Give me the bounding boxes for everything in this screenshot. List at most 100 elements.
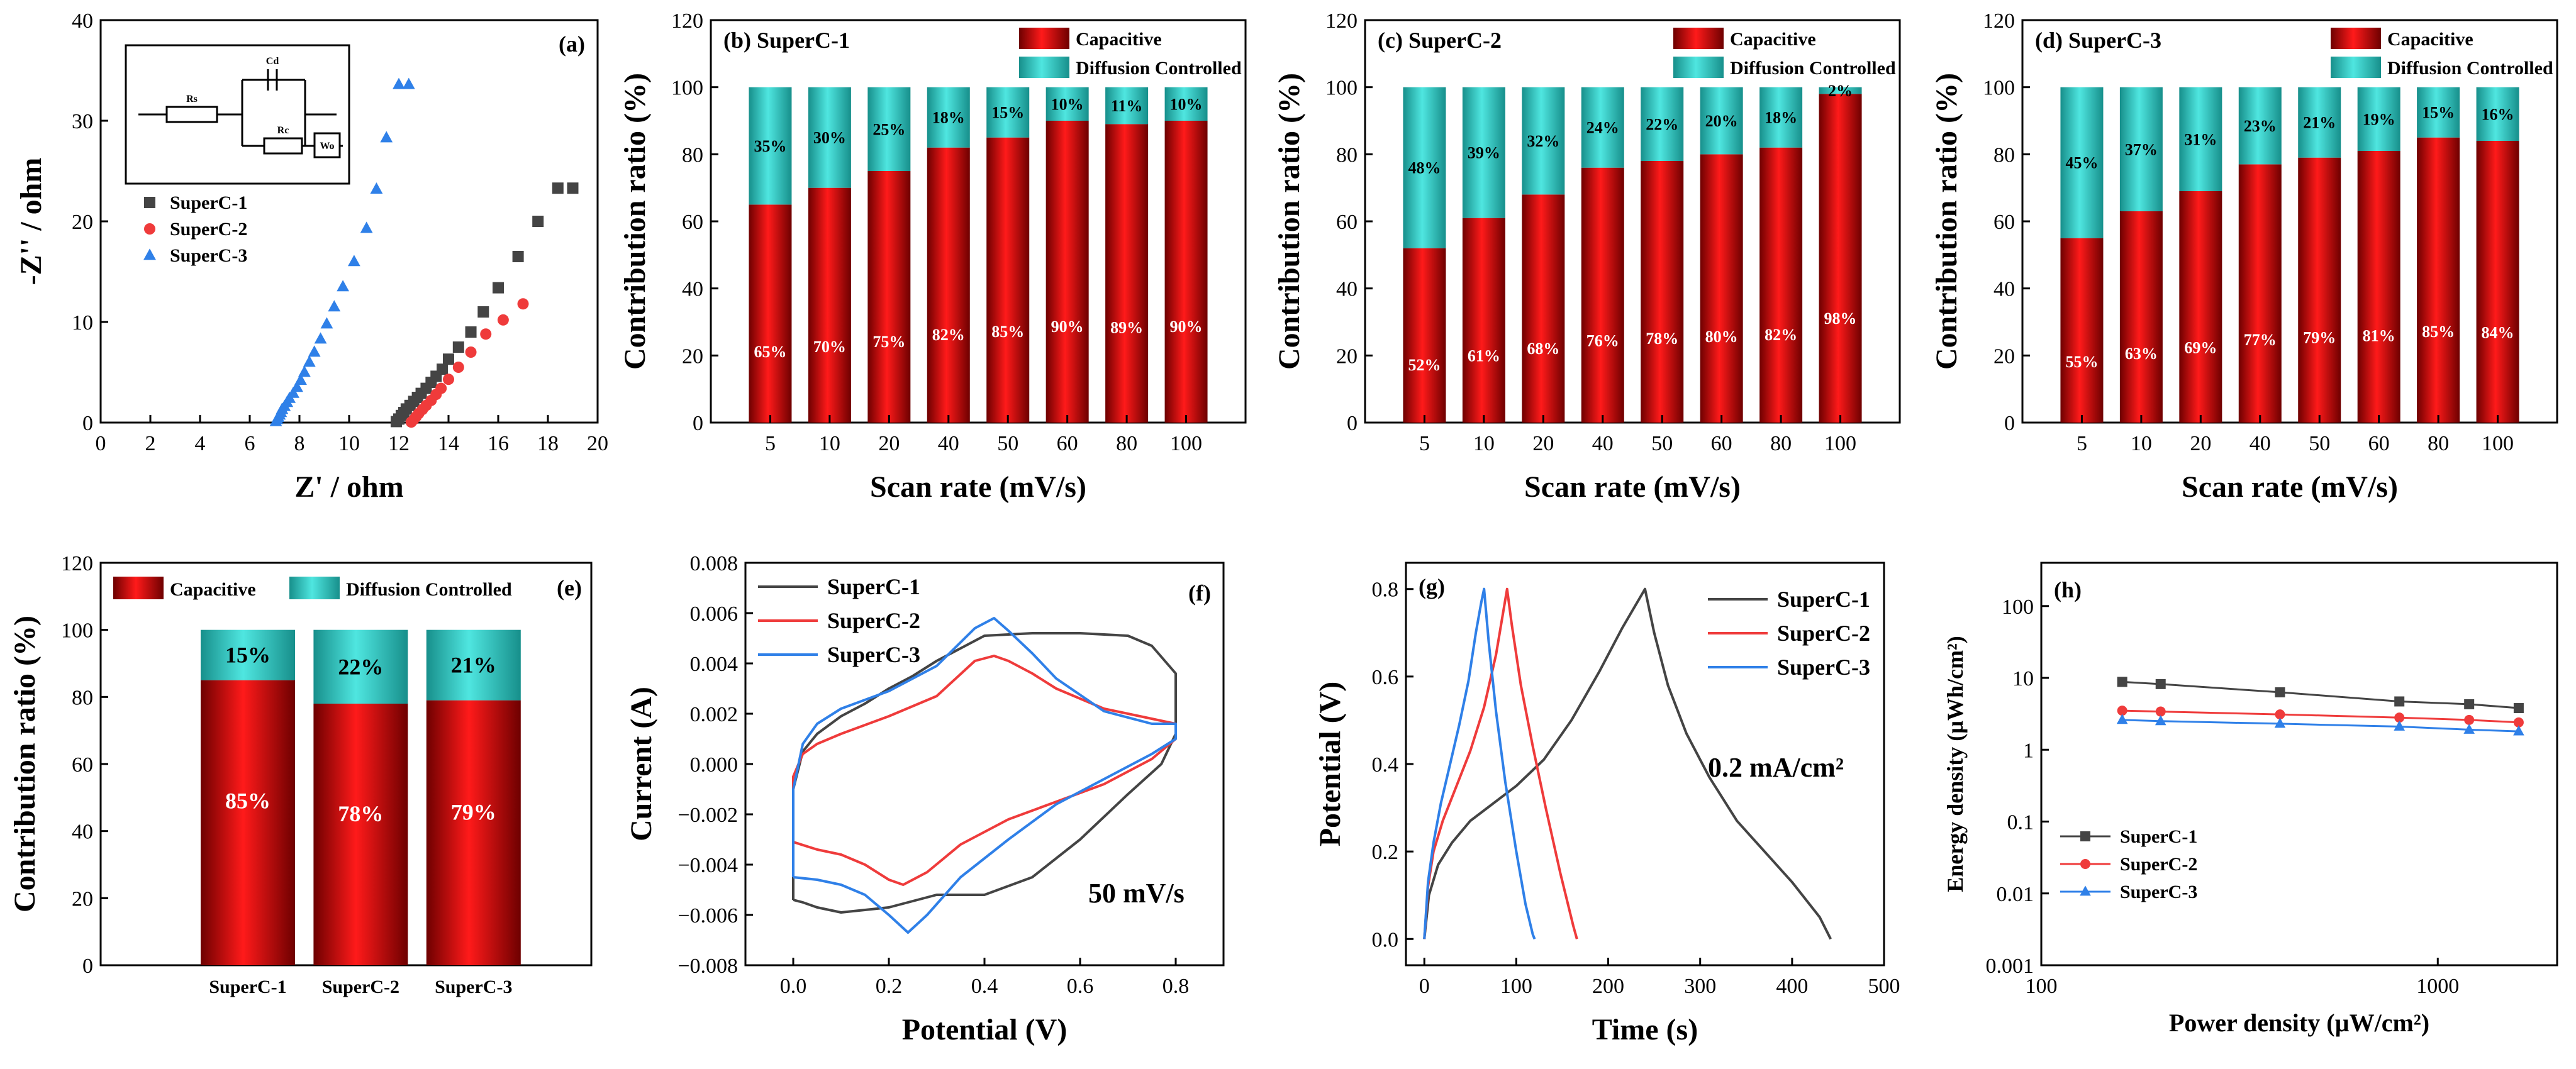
chart-g-xtick-label: 200 xyxy=(1592,975,1624,998)
chart-a-ytick-label: 40 xyxy=(72,9,93,33)
chart-h-point-SuperC-3 xyxy=(2513,725,2524,736)
bar-diffusion xyxy=(2060,87,2104,238)
chart-a-point-SuperC-2 xyxy=(497,314,509,326)
chart-g-legend-label: SuperC-1 xyxy=(1777,587,1870,612)
chart-g-ylabel: Potential (V) xyxy=(1313,682,1347,847)
chart-h-point-SuperC-1 xyxy=(2513,703,2524,714)
bar-diffusion xyxy=(2298,87,2341,158)
chart-c-ytick-label: 100 xyxy=(1325,77,1358,100)
bar-diffusion-label: 30% xyxy=(813,129,846,147)
chart-b-xtick-label: 5 xyxy=(765,432,776,455)
chart-d-xtick-label: 5 xyxy=(2077,432,2087,455)
bar-diffusion-label: 37% xyxy=(2125,140,2158,158)
bar-capacitive xyxy=(808,187,851,423)
bar-capacitive-label: 79% xyxy=(2303,329,2336,347)
chart-d-xtick-label: 10 xyxy=(2131,432,2152,455)
circuit-resistor-rs xyxy=(165,106,218,123)
bar-capacitive-label: 79% xyxy=(451,799,496,824)
bar-diffusion-label: 15% xyxy=(225,643,270,668)
chart-a-ytick-label: 10 xyxy=(72,311,93,335)
chart-g-line-SuperC-3 xyxy=(1423,587,1536,940)
bar-capacitive-label: 84% xyxy=(2482,324,2514,342)
chart-a-xtick-label: 12 xyxy=(388,432,410,455)
bar-capacitive xyxy=(2357,151,2400,423)
chart-h-legend-label: SuperC-3 xyxy=(2120,882,2197,902)
chart-f-ytick-label: 0.000 xyxy=(690,753,739,777)
chart-a-point-SuperC-1 xyxy=(493,282,504,294)
chart-a-point-SuperC-3 xyxy=(337,280,350,292)
chart-a-legend-label: SuperC-3 xyxy=(170,245,247,266)
chart-h-xtick-label: 100 xyxy=(2026,975,2058,998)
bar-capacitive xyxy=(1581,167,1624,423)
chart-d-ytick-label: 60 xyxy=(1993,211,2015,234)
bar-diffusion-label: 31% xyxy=(2184,130,2217,148)
chart-h-legend-marker xyxy=(2080,859,2090,869)
chart-f-ylabel: Current (A) xyxy=(625,687,658,841)
bar-capacitive xyxy=(1700,154,1743,423)
chart-e-ytick-label: 80 xyxy=(72,686,93,709)
chart-f-line-SuperC-2 xyxy=(792,655,1177,886)
chart-c-xtick-label: 20 xyxy=(1532,432,1554,455)
bar-diffusion xyxy=(2179,87,2222,191)
circuit-label-cd: Cd xyxy=(266,56,279,67)
chart-g-xlabel: Time (s) xyxy=(1592,1013,1698,1046)
chart-h-point-SuperC-3 xyxy=(2463,723,2475,734)
chart-d-xtick-label: 40 xyxy=(2250,432,2271,455)
bar-diffusion xyxy=(2357,87,2400,151)
chart-b-xtick-label: 50 xyxy=(997,432,1018,455)
chart-h-point-SuperC-1 xyxy=(2394,696,2405,707)
bar-diffusion-label: 22% xyxy=(338,654,383,679)
chart-b-xtick-label: 60 xyxy=(1057,432,1078,455)
chart-h-line-SuperC-2 xyxy=(2122,709,2519,724)
chart-h-legend-marker xyxy=(2080,885,2091,896)
chart-f-panel-label: (f) xyxy=(1188,580,1211,606)
chart-a-point-SuperC-3 xyxy=(370,182,383,194)
chart-h-point-SuperC-1 xyxy=(2117,677,2127,687)
legend-label-diffusion: Diffusion Controlled xyxy=(1076,58,1242,79)
bar-diffusion-label: 23% xyxy=(2244,117,2277,135)
chart-g-xtick-label: 300 xyxy=(1684,975,1716,998)
legend-swatch-diffusion xyxy=(2331,57,2381,78)
bar-diffusion xyxy=(201,629,295,680)
bar-diffusion xyxy=(1403,87,1446,248)
chart-g-ytick-label: 0.2 xyxy=(1372,841,1399,864)
bar-capacitive-label: 68% xyxy=(1527,340,1559,358)
bar-capacitive-label: 78% xyxy=(1646,330,1678,348)
bar-capacitive xyxy=(2476,141,2519,423)
bar-diffusion xyxy=(1045,87,1089,121)
bar-capacitive xyxy=(426,700,521,965)
circuit-label-rc: Rc xyxy=(277,125,289,136)
bar-capacitive-label: 52% xyxy=(1408,356,1441,374)
bar-capacitive xyxy=(2238,164,2282,423)
chart-g-ytick-label: 0.4 xyxy=(1372,753,1399,777)
bar-diffusion xyxy=(867,87,911,171)
chart-d: 0 20 40 60 80 100 120 Scan rate (mV/s) Contribut… xyxy=(1930,9,2558,504)
bar-diffusion-label: 16% xyxy=(2482,105,2514,123)
chart-a-point-SuperC-1 xyxy=(437,363,449,375)
bar-diffusion xyxy=(2476,87,2519,141)
bar-diffusion-label: 2% xyxy=(1828,82,1853,100)
chart-d-xlabel: Scan rate (mV/s) xyxy=(2182,470,2398,504)
chart-a-point-SuperC-1 xyxy=(465,326,477,338)
chart-d-ytick-label: 100 xyxy=(1983,77,2015,100)
legend-label-capacitive: Capacitive xyxy=(2387,29,2473,50)
chart-h-frame xyxy=(2040,562,2558,967)
chart-c-xtick-label: 10 xyxy=(1473,432,1495,455)
chart-f-ytick-label: 0.002 xyxy=(690,703,739,726)
chart-f-ytick-label: 0.004 xyxy=(690,653,739,676)
bar-capacitive xyxy=(2298,157,2341,423)
bar-diffusion xyxy=(927,87,970,148)
chart-a-xtick-label: 20 xyxy=(587,432,608,455)
bar-capacitive-label: 65% xyxy=(754,343,786,361)
chart-a-ytick-label: 20 xyxy=(72,211,93,234)
chart-e-category-label: SuperC-2 xyxy=(322,977,399,997)
chart-h-point-SuperC-1 xyxy=(2464,699,2475,709)
bar-capacitive-label: 55% xyxy=(2065,353,2098,371)
chart-a-point-SuperC-3 xyxy=(402,77,415,89)
bar-diffusion xyxy=(1700,87,1743,155)
circuit-wire xyxy=(138,79,337,147)
bar-capacitive xyxy=(1403,248,1446,423)
bar-diffusion xyxy=(1164,87,1208,121)
chart-h-line-SuperC-1 xyxy=(2122,680,2519,709)
bar-diffusion xyxy=(1819,87,1862,94)
